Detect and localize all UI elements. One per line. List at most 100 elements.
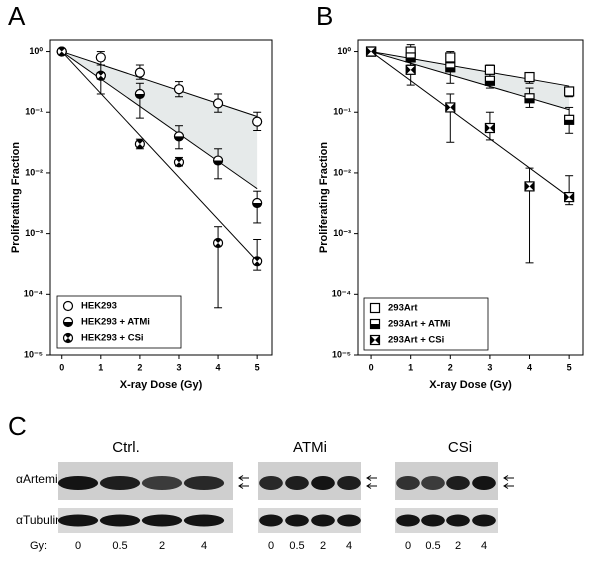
y-tick-label: 10⁰	[337, 46, 351, 56]
x-tick-label: 1	[408, 362, 413, 372]
marker	[95, 70, 106, 81]
legend-label: HEK293 + CSi	[81, 333, 144, 344]
marker-fill	[366, 47, 372, 57]
chart: 10⁰ 10⁻¹ 10⁻² 10⁻³ 10⁻⁴ 10⁻⁵ 0 1 2 3 4 5 X-ray Dose …	[10, 39, 273, 391]
marker	[134, 88, 145, 100]
blot-band	[141, 514, 183, 527]
legend-label: HEK293 + ATMi	[81, 317, 150, 328]
x-tick-label: 0	[59, 362, 64, 372]
fit-line	[61, 51, 258, 262]
panel-label: A	[8, 1, 26, 31]
blot-band	[472, 476, 496, 490]
marker-fill	[214, 238, 222, 244]
blot-band	[141, 476, 183, 490]
marker-fill	[406, 65, 411, 75]
marker-fill	[175, 157, 183, 163]
marker	[484, 64, 496, 75]
x-axis-label: X-ray Dose (Gy)	[120, 379, 203, 391]
x-tick-label: 2	[137, 362, 142, 372]
x-tick-label: 0	[369, 362, 374, 372]
dose-value: 4	[481, 540, 487, 552]
marker-fill	[97, 75, 104, 81]
chart: 10⁰ 10⁻¹ 10⁻² 10⁻³ 10⁻⁴ 10⁻⁵ 0 1 2 3 4 5 X-ray Dose …	[318, 39, 584, 391]
marker	[445, 62, 456, 73]
marker-fill	[406, 57, 416, 62]
marker-fill	[253, 261, 261, 266]
marker-outline	[445, 52, 456, 63]
x-tick-label: 5	[567, 362, 572, 372]
arrow	[503, 483, 514, 489]
marker	[524, 181, 535, 192]
legend: 293Art 293Art + ATMi 293Art + CSi	[363, 297, 489, 351]
blot-band	[311, 476, 335, 490]
marker-fill	[136, 143, 144, 149]
marker-fill	[64, 333, 72, 338]
arrow	[238, 483, 249, 489]
blot-group-title: Ctrl.	[112, 439, 140, 456]
marker	[524, 93, 535, 104]
blot-band	[99, 476, 141, 490]
marker-fill	[136, 139, 144, 144]
legend-box	[56, 295, 182, 349]
marker-outline	[62, 300, 74, 312]
x-axis-label: X-ray Dose (Gy)	[429, 379, 512, 391]
marker-fill	[489, 123, 495, 133]
marker	[134, 138, 145, 150]
marker	[369, 302, 381, 314]
panel-label: B	[316, 1, 333, 31]
marker	[173, 84, 185, 95]
marker-fill	[569, 192, 574, 202]
marker-fill	[410, 65, 416, 75]
dose-value: 4	[201, 540, 207, 552]
marker	[62, 316, 74, 328]
marker-outline	[134, 67, 145, 78]
blot-band	[337, 514, 361, 527]
fit-line	[61, 51, 258, 117]
dose-value: 2	[320, 540, 326, 552]
dose-value: 0	[75, 540, 81, 552]
blot-band	[183, 514, 225, 527]
dose-label: Gy:	[30, 540, 47, 552]
marker-fill	[564, 192, 570, 202]
blot-band	[259, 514, 283, 527]
y-tick-label: 10⁻¹	[333, 107, 351, 117]
marker-fill	[525, 98, 535, 103]
x-tick-label: 3	[487, 362, 492, 372]
marker	[369, 318, 381, 330]
y-tick-label: 10⁻³	[25, 228, 43, 238]
marker-fill	[253, 256, 261, 262]
fit-line	[370, 51, 570, 87]
blot-band	[57, 514, 99, 527]
marker-outline	[369, 302, 381, 314]
marker-fill	[370, 324, 380, 329]
marker	[212, 237, 224, 249]
arrow	[503, 475, 514, 481]
marker-fill	[58, 51, 65, 57]
marker-fill	[485, 80, 495, 86]
marker	[173, 131, 185, 142]
blot-band	[183, 476, 225, 490]
marker-fill	[174, 136, 184, 141]
marker	[524, 71, 535, 83]
marker	[564, 114, 575, 125]
y-tick-label: 10⁻⁵	[24, 349, 43, 359]
blot-band	[421, 514, 445, 527]
y-axis-label: Proliferating Fraction	[10, 142, 22, 254]
marker	[95, 52, 106, 63]
fit-line	[370, 51, 570, 111]
marker	[56, 46, 67, 57]
marker-fill	[564, 119, 574, 125]
marker	[564, 86, 575, 97]
x-tick-label: 1	[98, 362, 103, 372]
error-bar	[446, 93, 455, 143]
blot-band	[421, 476, 445, 490]
y-tick-label: 10⁻⁵	[332, 349, 351, 359]
y-tick-label: 10⁻⁴	[24, 289, 43, 299]
arrow	[238, 475, 249, 481]
legend-label: 293Art + CSi	[388, 335, 444, 346]
legend-label: 293Art + ATMi	[388, 319, 451, 330]
marker	[405, 64, 416, 75]
marker-fill	[58, 47, 65, 52]
marker	[484, 122, 496, 134]
blot-band	[285, 476, 309, 490]
